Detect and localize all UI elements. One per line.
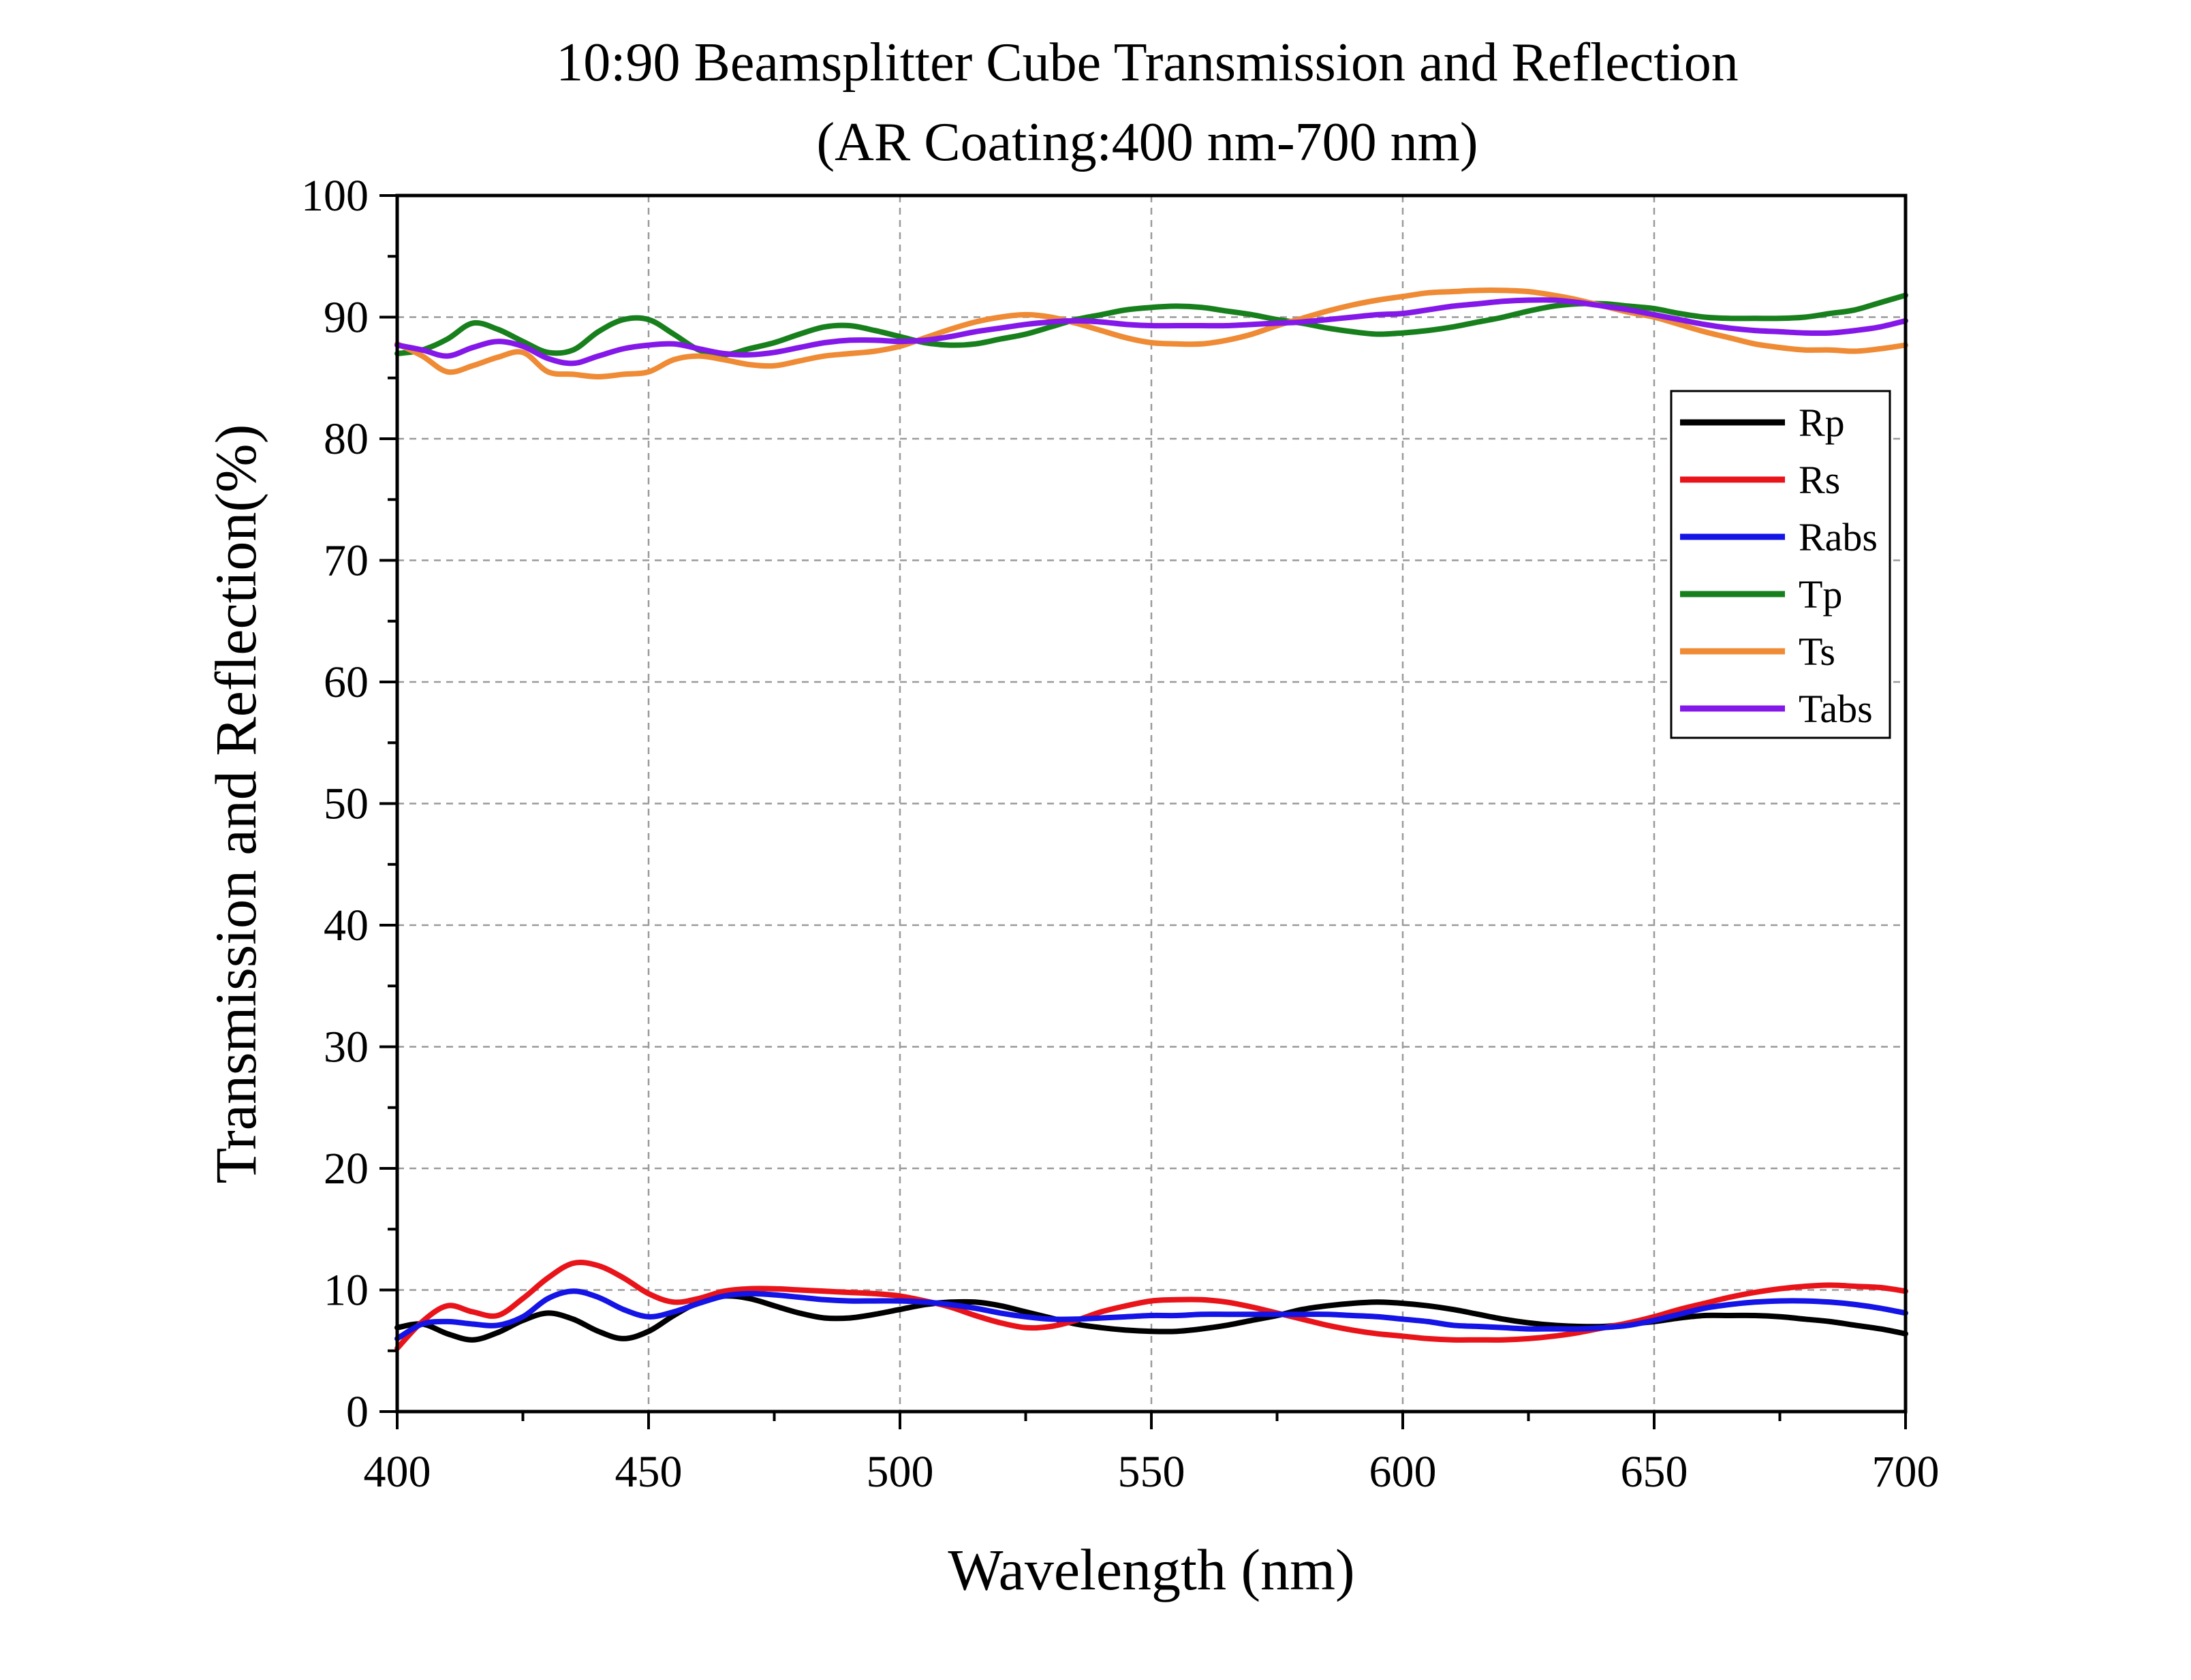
x-tick-label: 400 [364,1447,431,1497]
y-tick-label: 90 [324,293,369,343]
legend[interactable]: Rp Rs Rabs Tp Ts Tabs [1670,390,1891,739]
y-tick-label: 30 [324,1023,369,1072]
chart-title: 10:90 Beamsplitter Cube Transmission and… [556,33,1738,93]
series-line-tabs [394,297,1908,367]
y-tick-label: 80 [324,414,369,464]
x-tick-label: 550 [1118,1447,1185,1497]
legend-item-tabs[interactable]: Tabs [1680,687,1873,731]
series-line-rabs [394,1288,1908,1341]
legend-item-rabs[interactable]: Rabs [1680,515,1878,559]
series-lines [394,287,1908,1352]
series-line-tp [394,292,1908,358]
x-tick-label: 700 [1872,1447,1940,1497]
legend-item-ts[interactable]: Ts [1680,629,1835,674]
legend-item-tp[interactable]: Tp [1680,572,1842,617]
x-tick-label: 500 [867,1447,934,1497]
y-tick-label: 70 [324,536,369,586]
x-axis-label: Wavelength (nm) [948,1537,1354,1602]
x-tick-label: 600 [1369,1447,1437,1497]
legend-label-rs: Rs [1799,458,1840,502]
series-line-rs [394,1260,1908,1352]
legend-label-rabs: Rabs [1799,515,1878,559]
y-tick-label: 0 [346,1387,369,1437]
grid-lines [397,196,1906,1412]
legend-label-ts: Ts [1799,629,1835,674]
legend-item-rs[interactable]: Rs [1680,458,1840,502]
legend-label-rp: Rp [1799,401,1845,445]
y-tick-label: 50 [324,779,369,829]
y-tick-label: 100 [301,171,369,221]
y-tick-label: 40 [324,901,369,950]
y-tick-label: 20 [324,1144,369,1194]
legend-items: Rp Rs Rabs Tp Ts Tabs [1680,401,1878,731]
y-tick-label: 60 [324,657,369,707]
y-axis-label: Transmission and Reflection(%) [203,424,268,1184]
legend-label-tp: Tp [1799,572,1842,617]
axis-ticks: 400 450 500 550 600 650 700 0 10 20 30 40 50 60 70 80 90… [301,171,1940,1497]
legend-item-rp[interactable]: Rp [1680,401,1845,445]
chart-subtitle: (AR Coating:400 nm-700 nm) [816,112,1478,172]
x-tick-label: 450 [615,1447,683,1497]
legend-box [1670,390,1891,739]
legend-label-tabs: Tabs [1799,687,1873,731]
x-tick-label: 650 [1621,1447,1688,1497]
y-tick-label: 10 [324,1266,369,1316]
